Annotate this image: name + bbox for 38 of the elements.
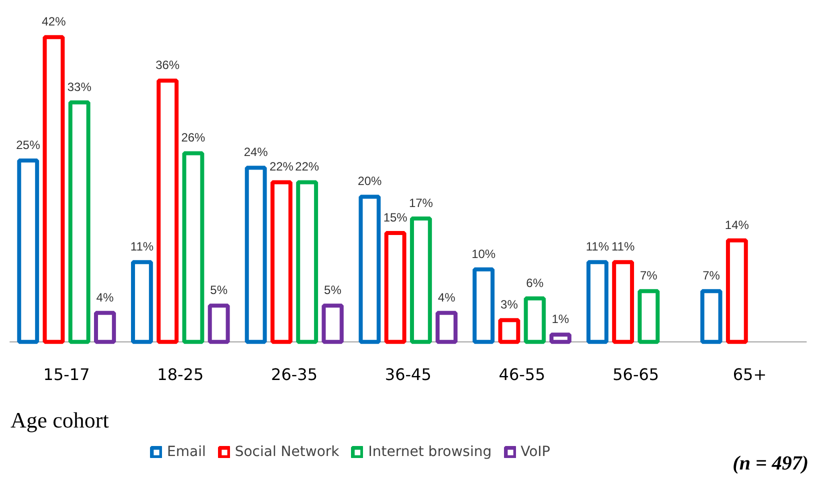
data-label: 42% <box>42 14 66 29</box>
data-label: 33% <box>67 80 92 94</box>
x-tick-label: 36-45 <box>384 364 432 384</box>
data-label: 14% <box>724 218 750 232</box>
data-label: 5% <box>324 283 342 298</box>
x-tick-label: 15-17 <box>43 364 90 384</box>
data-label: 11% <box>130 240 154 254</box>
x-axis-title: Age cohort <box>10 408 109 432</box>
data-label: 11% <box>586 240 610 254</box>
x-tick-label: 56-65 <box>612 364 660 384</box>
x-tick-label: 65+ <box>732 364 767 384</box>
data-label: 11% <box>611 240 635 254</box>
legend-label: Internet browsing <box>368 444 492 460</box>
data-label: 4% <box>96 290 114 304</box>
data-label: 25% <box>16 138 40 152</box>
data-label: 6% <box>526 276 544 290</box>
x-tick-label: 26-35 <box>271 364 318 384</box>
x-tick-label: 46-55 <box>498 364 546 384</box>
data-label: 3% <box>500 298 518 312</box>
legend-label: VoIP <box>520 444 550 460</box>
data-label: 5% <box>210 283 228 298</box>
legend-label: Social Network <box>234 444 340 460</box>
x-tick-label: 18-25 <box>157 364 204 384</box>
data-label: 10% <box>472 246 496 261</box>
data-label: 1% <box>552 312 570 326</box>
data-label: 15% <box>383 210 408 225</box>
data-label: 22% <box>295 160 320 174</box>
data-label: 24% <box>244 145 268 160</box>
data-label: 26% <box>181 130 206 145</box>
data-label: 4% <box>438 290 456 304</box>
data-label: 36% <box>156 58 180 72</box>
data-label: 7% <box>640 268 658 283</box>
data-label: 22% <box>269 160 294 174</box>
text: (n = 497) <box>732 452 809 474</box>
legend-label: Email <box>167 444 206 460</box>
data-label: 20% <box>358 174 382 188</box>
data-label: 7% <box>702 268 720 283</box>
data-label: 17% <box>408 196 434 210</box>
